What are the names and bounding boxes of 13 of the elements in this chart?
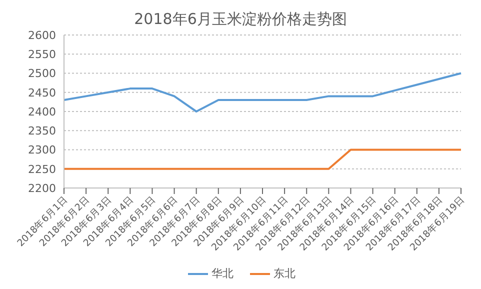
y-tick-label: 2450 [28, 86, 56, 100]
y-tick-label: 2200 [28, 182, 56, 195]
y-tick-label: 2600 [28, 28, 56, 42]
chart-title: 2018年6月玉米淀粉价格走势图 [133, 9, 348, 30]
legend-label: 东北 [272, 266, 296, 281]
y-tick-label: 2550 [28, 48, 56, 62]
line-series [63, 72, 462, 112]
y-tick-label: 2400 [28, 105, 56, 118]
y-tick-label: 2300 [28, 144, 56, 157]
y-tick-label: 2350 [28, 124, 56, 138]
y-tick-label: 2500 [28, 67, 56, 80]
legend-label: 华北 [210, 266, 234, 281]
y-tick-label: 2250 [28, 162, 56, 176]
